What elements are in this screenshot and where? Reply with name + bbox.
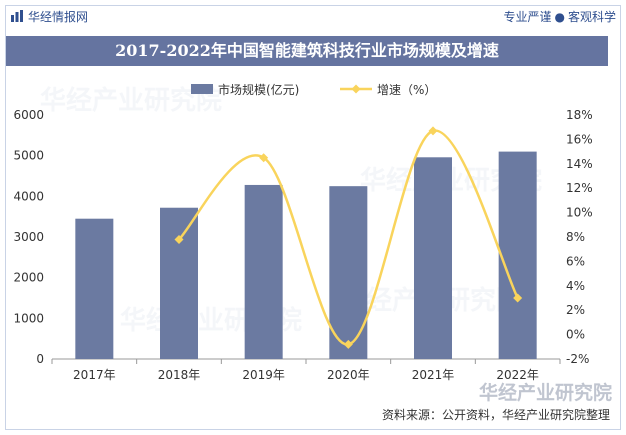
y-right-tick-label: 2% bbox=[566, 303, 585, 317]
brand-name: 华经情报网 bbox=[28, 10, 89, 24]
x-tick-label: 2019年 bbox=[242, 368, 285, 382]
x-tick-label: 2018年 bbox=[158, 368, 201, 382]
bar bbox=[160, 207, 198, 359]
growth-point bbox=[174, 234, 184, 244]
slogan: 专业严谨 ● 客观科学 bbox=[503, 8, 616, 25]
bar bbox=[498, 151, 537, 359]
y-right-tick-label: 0% bbox=[566, 328, 585, 342]
legend-line-label: 增速（%） bbox=[377, 83, 436, 97]
growth-point bbox=[513, 293, 523, 303]
bar bbox=[414, 157, 452, 359]
bar bbox=[75, 218, 114, 359]
source-note: 资料来源：公开资料，华经产业研究院整理 bbox=[381, 408, 610, 422]
y-left-tick-label: 2000 bbox=[13, 271, 44, 285]
bar bbox=[244, 184, 283, 359]
slogan-separator: ● bbox=[554, 10, 565, 24]
x-tick-label: 2022年 bbox=[496, 368, 539, 382]
growth-point bbox=[343, 339, 353, 349]
growth-point bbox=[428, 126, 438, 136]
y-right-tick-label: 8% bbox=[566, 230, 585, 244]
y-left-tick-label: 0 bbox=[36, 352, 44, 366]
x-tick-label: 2020年 bbox=[327, 368, 370, 382]
brand: 华经情报网 bbox=[10, 8, 88, 25]
growth-point bbox=[259, 153, 269, 163]
y-right-tick-label: 12% bbox=[566, 181, 593, 195]
y-right-tick-label: 18% bbox=[566, 108, 593, 122]
legend-bar-label: 市场规模(亿元) bbox=[218, 82, 299, 97]
y-left-tick-label: 3000 bbox=[13, 230, 44, 244]
legend-bar-swatch bbox=[191, 84, 213, 94]
chart-title: 2017-2022年中国智能建筑科技行业市场规模及增速 bbox=[6, 36, 608, 66]
logo-watermark: 华经产业研究院 bbox=[478, 382, 612, 404]
slogan-left: 专业严谨 bbox=[503, 10, 552, 24]
y-right-tick-label: 6% bbox=[566, 254, 585, 268]
y-right-tick-label: -2% bbox=[566, 352, 589, 366]
y-left-tick-label: 1000 bbox=[13, 311, 44, 325]
y-right-tick-label: 10% bbox=[566, 206, 593, 220]
x-tick-label: 2017年 bbox=[73, 368, 116, 382]
y-right-tick-label: 4% bbox=[566, 279, 585, 293]
x-tick-label: 2021年 bbox=[412, 368, 455, 382]
y-left-tick-label: 6000 bbox=[13, 108, 44, 122]
y-left-tick-label: 4000 bbox=[13, 189, 44, 203]
brand-logo-icon bbox=[11, 10, 23, 22]
y-left-tick-label: 5000 bbox=[13, 149, 44, 163]
legend-line-marker bbox=[351, 84, 361, 94]
y-right-tick-label: 16% bbox=[566, 132, 593, 146]
y-right-tick-label: 14% bbox=[566, 157, 593, 171]
slogan-right: 客观科学 bbox=[567, 10, 616, 24]
